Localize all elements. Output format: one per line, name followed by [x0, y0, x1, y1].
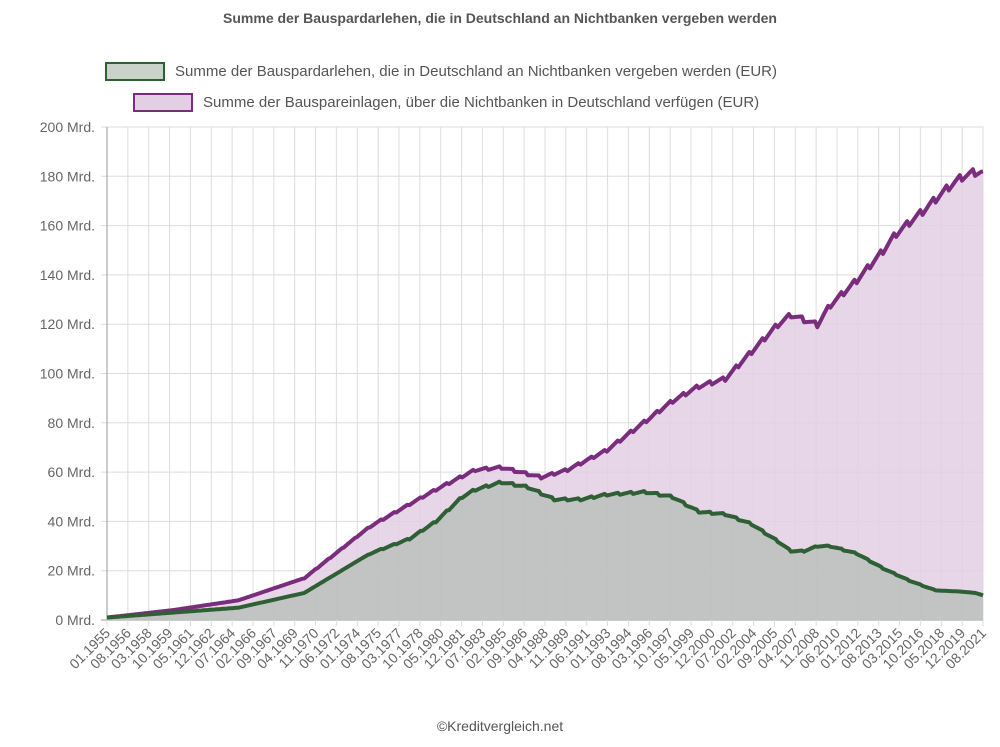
y-tick-label: 80 Mrd.	[48, 415, 95, 431]
y-tick-label: 120 Mrd.	[40, 316, 95, 332]
area-darlehen	[107, 481, 983, 620]
legend-item-einlagen[interactable]: Summe der Bauspareinlagen, über die Nich…	[133, 93, 759, 112]
y-tick-label: 40 Mrd.	[48, 513, 95, 529]
line-darlehen	[106, 479, 984, 620]
chart-title: Summe der Bauspardarlehen, die in Deutsc…	[223, 10, 777, 26]
legend-swatch-darlehen	[105, 62, 165, 81]
credit-text: ©Kreditvergleich.net	[436, 718, 564, 734]
y-tick-label: 100 Mrd.	[40, 366, 95, 382]
legend-swatch-einlagen	[133, 93, 193, 112]
y-tick-label: 200 Mrd.	[40, 119, 95, 135]
legend-label-darlehen: Summe der Bauspardarlehen, die in Deutsc…	[175, 63, 778, 80]
y-tick-label: 140 Mrd.	[40, 267, 95, 283]
legend-item-darlehen[interactable]: Summe der Bauspardarlehen, die in Deutsc…	[105, 62, 777, 81]
y-tick-label: 20 Mrd.	[48, 563, 95, 579]
area-einlagen	[107, 169, 983, 620]
y-tick-label: 160 Mrd.	[40, 218, 95, 234]
line-einlagen	[106, 167, 984, 620]
y-tick-label: 180 Mrd.	[40, 168, 95, 184]
legend-label-einlagen: Summe der Bauspareinlagen, über die Nich…	[203, 94, 760, 111]
y-tick-label: 60 Mrd.	[48, 464, 95, 480]
y-tick-label: 0 Mrd.	[55, 612, 95, 628]
